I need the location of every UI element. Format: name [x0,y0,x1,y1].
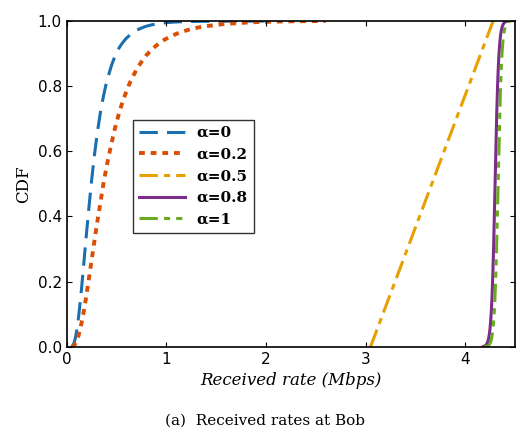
α=0.8 [504,18,510,24]
α=0.2 [68,344,75,349]
α=0.2 [105,157,111,163]
α=0.2 [74,338,80,343]
α=0.8 [479,344,485,349]
α=0 [112,54,118,59]
Line: α=1: α=1 [484,21,511,347]
α=0 [93,141,99,146]
α=0.8 [491,227,497,233]
α=0.2 [130,73,137,78]
α=0 [70,342,76,347]
α=0.5 [367,344,374,349]
α=0.2 [322,18,329,24]
α=0.8 [504,18,510,24]
α=0.8 [499,23,506,28]
α=0.5 [487,28,493,33]
α=0 [71,340,77,345]
Legend: α=0, α=0.2, α=0.5, α=0.8, α=1: α=0, α=0.2, α=0.5, α=0.8, α=1 [132,120,254,233]
α=1 [507,18,514,24]
α=0.8 [491,197,498,203]
α=0.5 [423,194,430,200]
α=0.5 [490,18,496,24]
α=0.8 [480,344,487,349]
α=1 [493,249,500,254]
α=0 [271,18,277,24]
α=1 [494,220,500,225]
α=0 [74,322,81,327]
α=1 [507,18,514,24]
α=1 [502,24,508,29]
α=1 [482,344,489,349]
α=0.5 [374,328,380,333]
α=0.2 [103,167,109,172]
α=0 [72,336,78,341]
Line: α=0.8: α=0.8 [482,21,508,347]
Line: α=0: α=0 [72,21,274,347]
α=0.5 [487,28,493,33]
α=1 [508,18,514,24]
α=0.5 [427,186,434,191]
α=0.5 [464,88,470,93]
Line: α=0.5: α=0.5 [370,21,493,347]
α=1 [481,344,487,349]
Line: α=0.2: α=0.2 [72,21,325,347]
Text: (a)  Received rates at Bob: (a) Received rates at Bob [165,414,365,428]
α=0.8 [505,18,511,24]
α=0 [68,344,75,349]
Y-axis label: CDF: CDF [15,165,32,203]
α=0.2 [118,104,124,110]
α=0.2 [113,119,120,124]
X-axis label: Received rate (Mbps): Received rate (Mbps) [200,372,382,389]
